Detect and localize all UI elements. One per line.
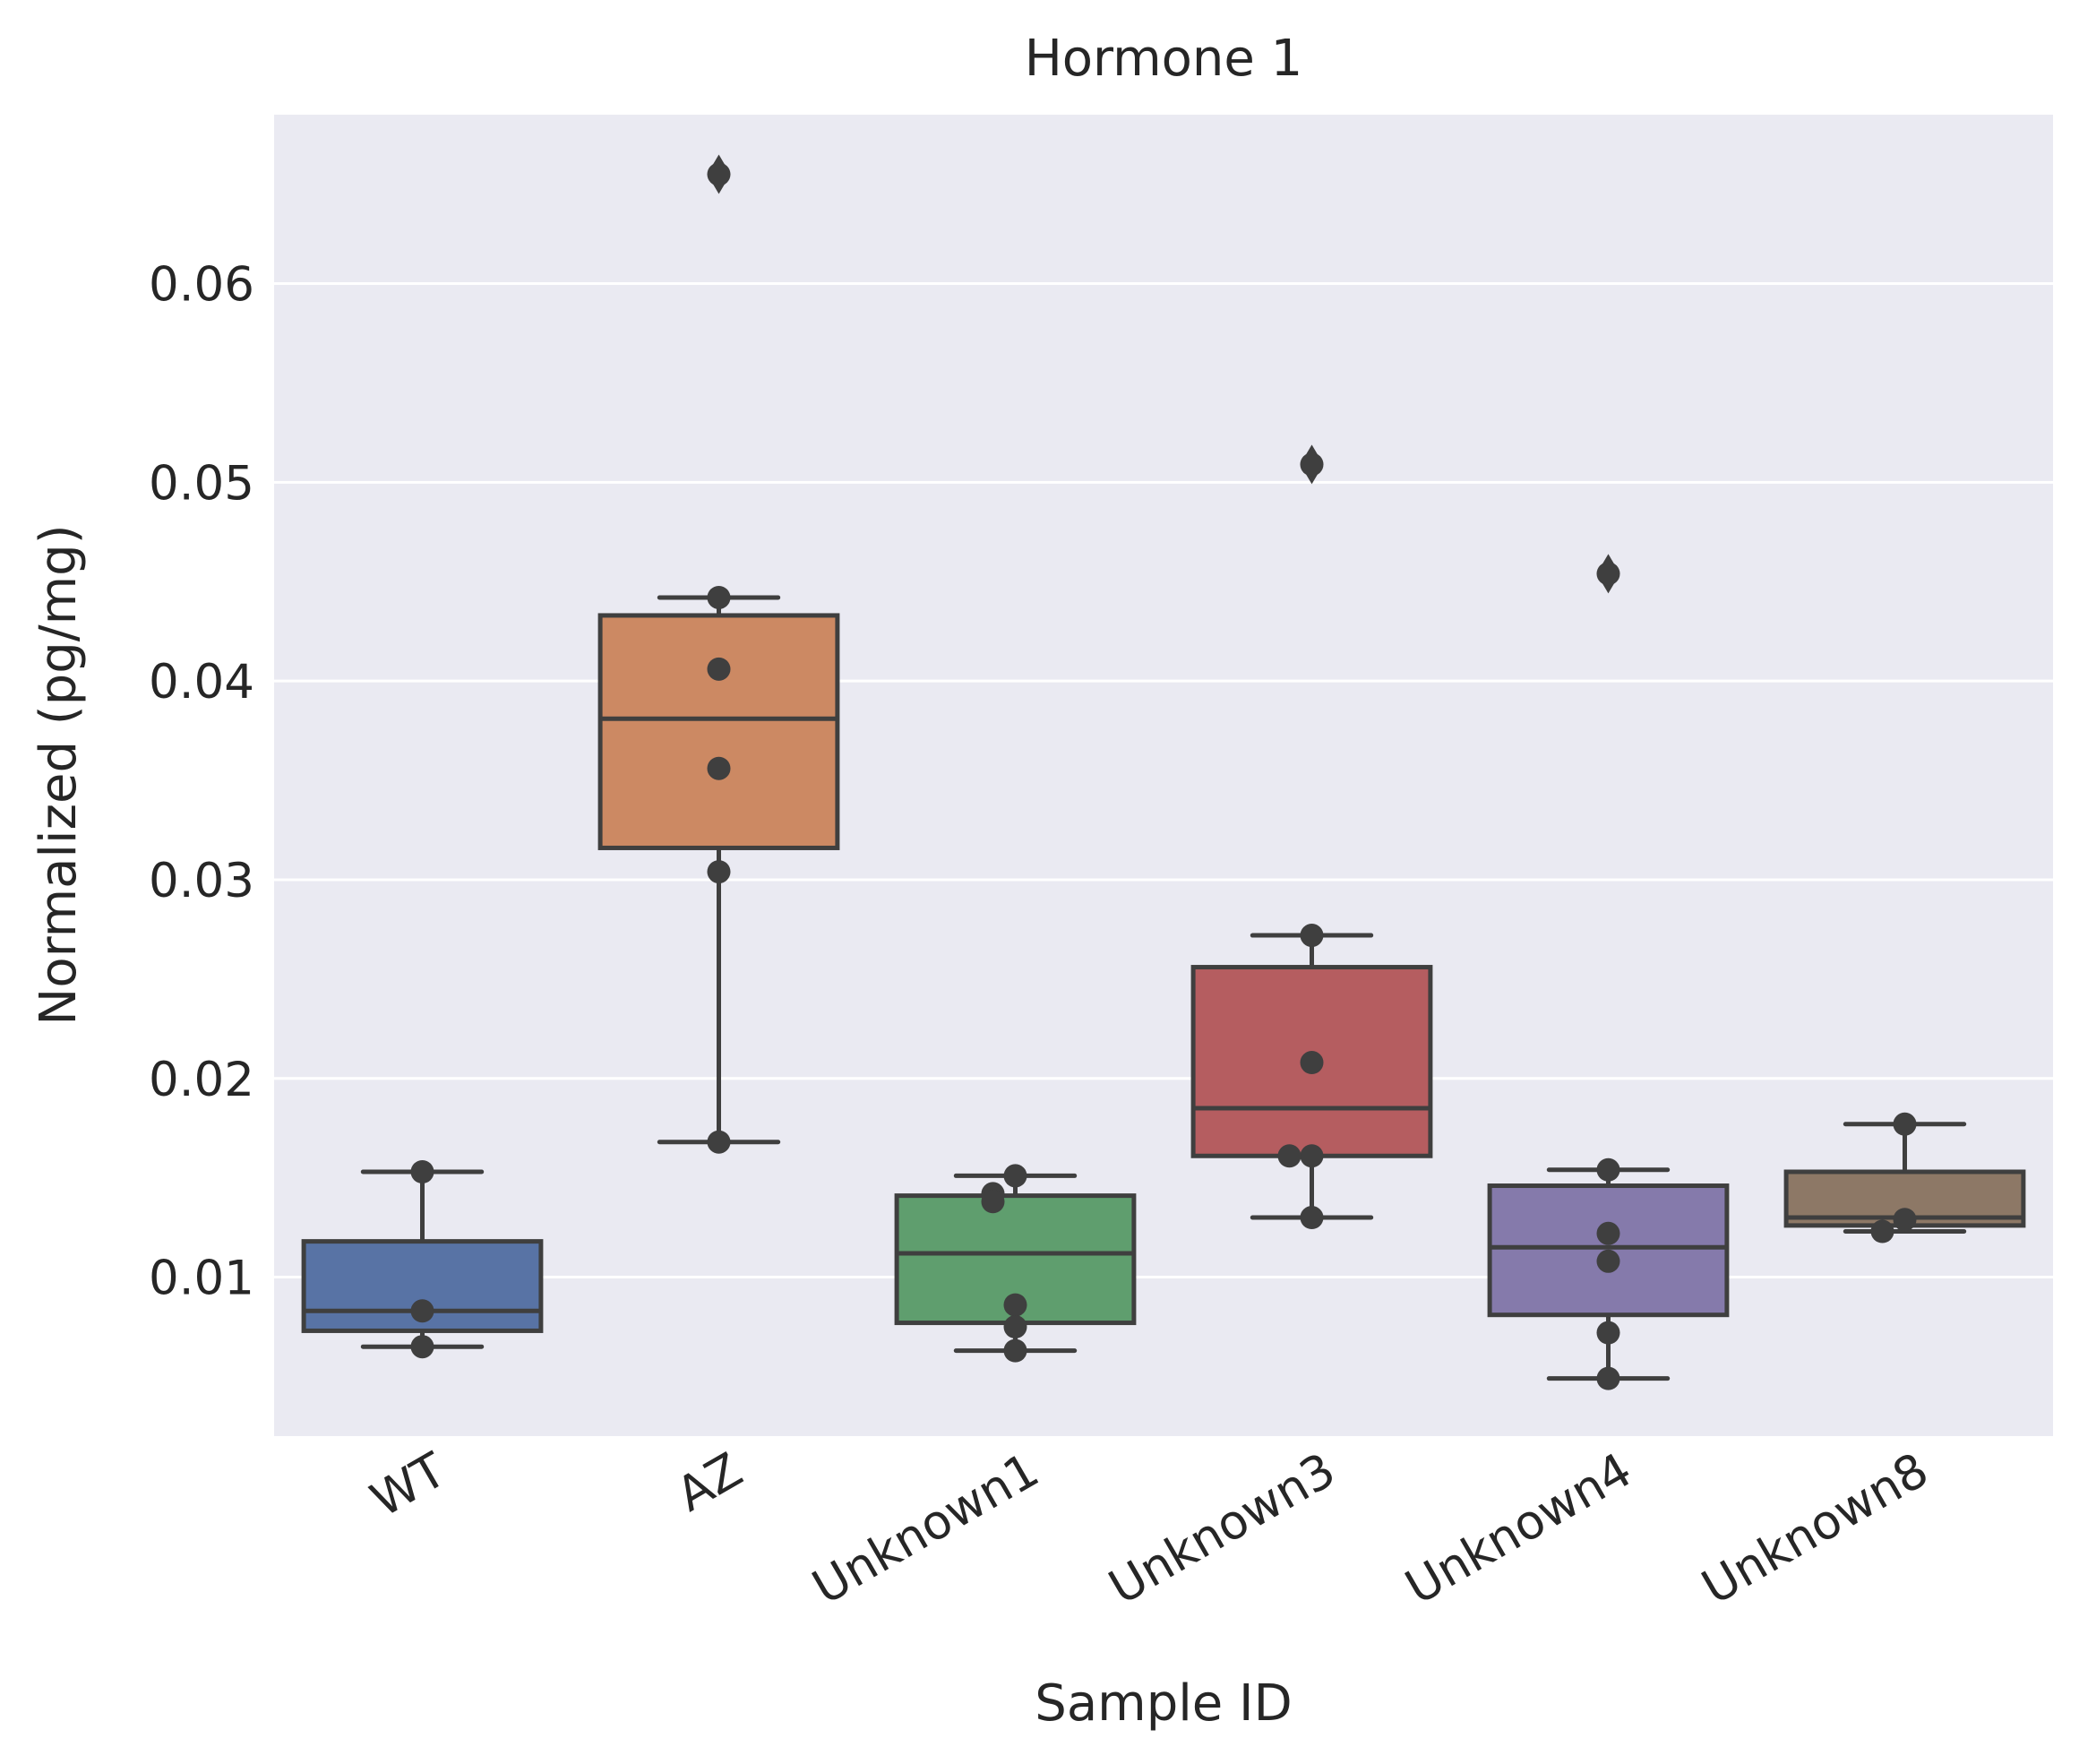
data-point [1596,1221,1620,1245]
data-point [410,1299,434,1323]
data-point [410,1335,434,1359]
boxes-layer [301,154,2026,1381]
data-point [1870,1219,1894,1243]
x-tick-label: Unknown1 [803,1442,1048,1615]
data-point [981,1190,1005,1214]
chart-title: Hormone 1 [1025,30,1303,88]
x-tick-label: Unknown4 [1396,1442,1641,1615]
plot-background [274,115,2053,1436]
y-tick-label: 0.04 [149,655,254,710]
box-body [597,613,840,850]
y-tick-label: 0.05 [149,456,254,511]
data-point [707,860,731,884]
y-tick-label: 0.06 [149,258,254,313]
data-point [1596,1366,1620,1390]
x-tick-label: Unknown3 [1100,1442,1344,1615]
x-tick-labels: WT AZ Unknown1 Unknown3 Unknown4 Unknown8 [362,1442,1937,1615]
points-layer [410,162,1917,1390]
box-az [597,154,840,1145]
x-axis-label: Sample ID [1035,1674,1292,1733]
data-point [707,162,731,186]
data-point [1300,452,1324,477]
data-point [1596,562,1620,586]
y-tick-label: 0.01 [149,1252,254,1306]
data-point [1596,1321,1620,1345]
y-axis-label: Normalized (pg/mg) [30,524,88,1025]
data-point [707,1130,731,1154]
x-tick-label: AZ [668,1442,752,1522]
data-point [1300,1206,1324,1230]
data-point [1596,1249,1620,1273]
data-point [1300,1051,1324,1075]
y-tick-label: 0.03 [149,854,254,908]
data-point [1003,1338,1027,1363]
data-point [707,657,731,681]
data-point [410,1160,434,1183]
data-point [1277,1144,1302,1168]
data-point [1300,1144,1324,1168]
data-point [1003,1293,1027,1317]
x-tick-label: Unknown8 [1693,1442,1937,1615]
y-tick-label: 0.02 [149,1053,254,1107]
data-point [1893,1208,1917,1232]
data-point [1893,1112,1917,1136]
data-point [707,756,731,780]
x-tick-label: WT [362,1442,455,1528]
data-point [1003,1315,1027,1339]
data-point [707,585,731,609]
data-point [1596,1157,1620,1182]
data-point [1003,1164,1027,1188]
data-point [1300,924,1324,948]
grid-lines [274,282,2053,1279]
y-tick-labels: 0.01 0.02 0.03 0.04 0.05 0.06 [149,258,254,1306]
